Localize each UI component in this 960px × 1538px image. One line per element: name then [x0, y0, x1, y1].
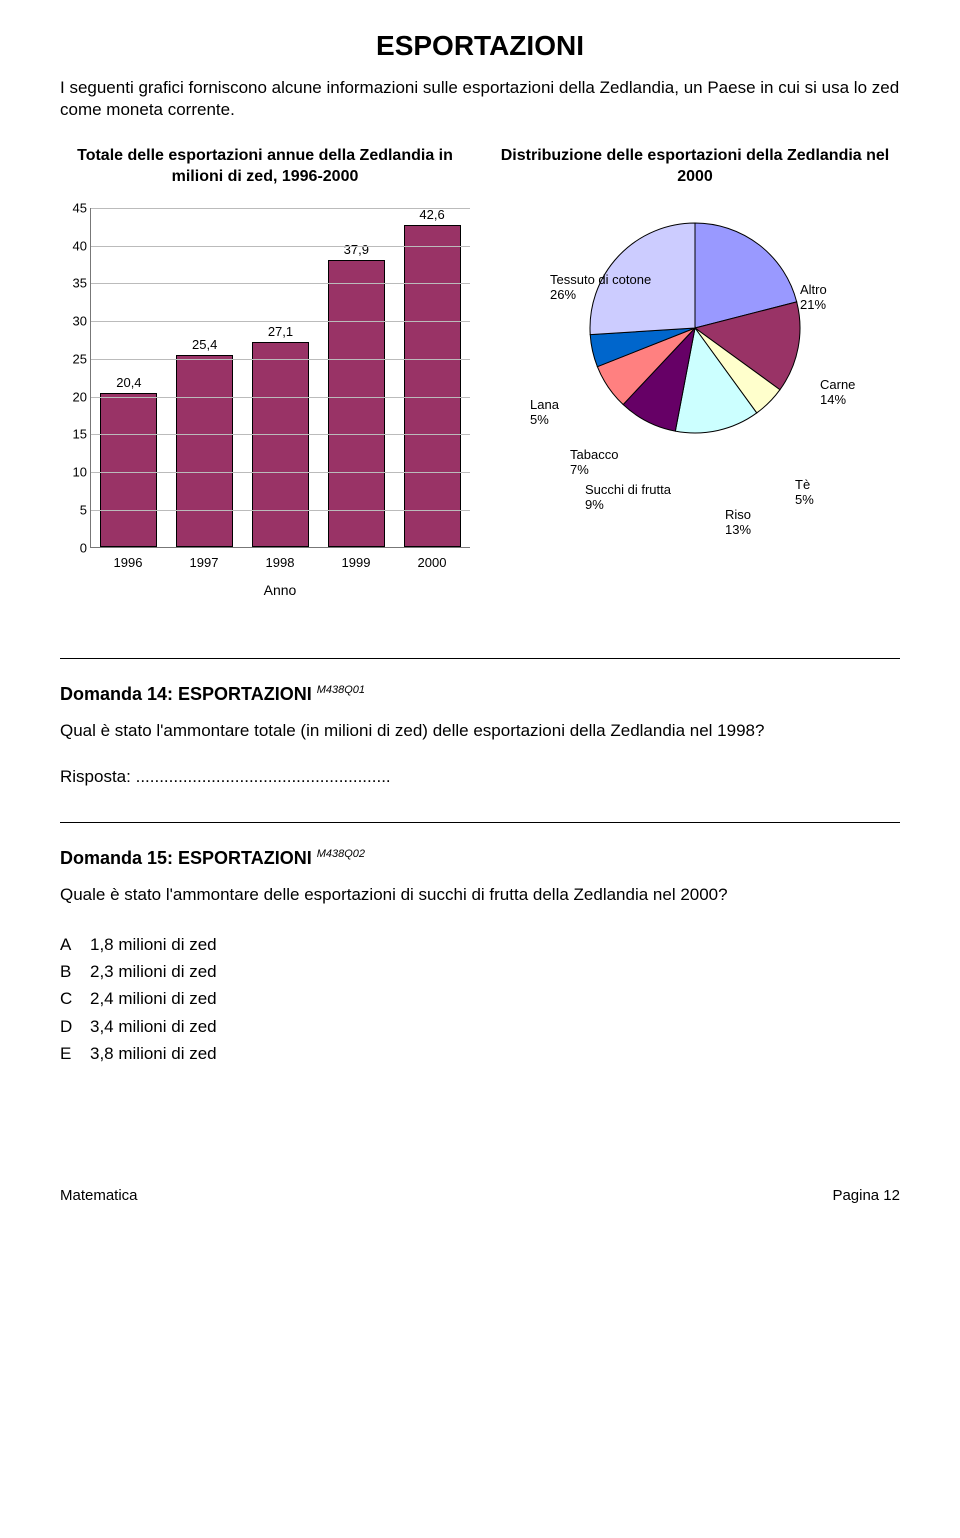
bar-x-tick-label: 1998	[252, 555, 309, 570]
bar-y-tick-label: 5	[63, 503, 87, 518]
pie-slice-label: Succhi di frutta9%	[585, 483, 671, 513]
bar-rect	[100, 393, 157, 547]
q14-code: M438Q01	[317, 684, 365, 696]
bar-gridline	[91, 434, 470, 435]
answer-option-letter: B	[60, 958, 90, 985]
q14-answer-line: Risposta: ..............................…	[60, 767, 900, 787]
answer-option-text: 2,3 milioni di zed	[90, 958, 217, 985]
q14-heading: Domanda 14: ESPORTAZIONI M438Q01	[60, 684, 900, 705]
page-footer: Matematica Pagina 12	[60, 1187, 900, 1204]
bars-container: 20,4 25,4 27,1 37,9 42,6	[91, 208, 470, 547]
bar-x-tick-label: 1996	[100, 555, 157, 570]
bar-gridline	[91, 246, 470, 247]
bar-x-tick-label: 1997	[176, 555, 233, 570]
divider	[60, 822, 900, 823]
bar-y-tick-label: 10	[63, 465, 87, 480]
answer-option: B2,3 milioni di zed	[60, 958, 900, 985]
bar-value-label: 25,4	[192, 337, 217, 352]
answer-option-letter: E	[60, 1040, 90, 1067]
bar-y-tick-label: 40	[63, 238, 87, 253]
bar-gridline	[91, 397, 470, 398]
answer-option: E3,8 milioni di zed	[60, 1040, 900, 1067]
q14-text: Qual è stato l'ammontare totale (in mili…	[60, 720, 900, 742]
bar-y-tick-label: 25	[63, 351, 87, 366]
bar-y-tick-label: 0	[63, 540, 87, 555]
bar-y-tick-label: 30	[63, 314, 87, 329]
page-title: ESPORTAZIONI	[60, 30, 900, 62]
bar-x-tick-label: 1999	[328, 555, 385, 570]
pie-slice-label: Tabacco7%	[570, 448, 618, 478]
bar-gridline	[91, 283, 470, 284]
bar-y-tick-label: 20	[63, 389, 87, 404]
pie-slice-label: Tè5%	[795, 478, 814, 508]
pie-svg	[585, 218, 805, 438]
answer-option-text: 3,4 milioni di zed	[90, 1013, 217, 1040]
answer-option-letter: C	[60, 985, 90, 1012]
bar: 25,4	[176, 337, 233, 547]
bar-value-label: 27,1	[268, 324, 293, 339]
pie-slice-label: Lana5%	[530, 398, 559, 428]
pie-chart: Altro21% Carne14% Tè5% Riso13% Succhi di fru…	[490, 218, 900, 618]
bar-x-tick-label: 2000	[404, 555, 461, 570]
bar-value-label: 42,6	[419, 207, 444, 222]
answer-option-text: 1,8 milioni di zed	[90, 931, 217, 958]
q15-heading-text: Domanda 15: ESPORTAZIONI	[60, 848, 312, 868]
answer-option-text: 2,4 milioni di zed	[90, 985, 217, 1012]
pie-slice-label: Altro21%	[800, 283, 827, 313]
bar-y-tick-label: 45	[63, 200, 87, 215]
divider	[60, 658, 900, 659]
q15-text: Quale è stato l'ammontare delle esportaz…	[60, 884, 900, 906]
q15-options: A1,8 milioni di zedB2,3 milioni di zedC2…	[60, 931, 900, 1067]
bar-gridline	[91, 472, 470, 473]
q14-heading-text: Domanda 14: ESPORTAZIONI	[60, 684, 312, 704]
pie-chart-title: Distribuzione delle esportazioni della Z…	[490, 146, 900, 188]
answer-option-letter: D	[60, 1013, 90, 1040]
q15-code: M438Q02	[317, 848, 365, 860]
charts-row: Totale delle esportazioni annue della Ze…	[60, 146, 900, 618]
bar-chart: 20,425,427,137,942,6 051015202530354045 …	[60, 208, 470, 608]
bar: 20,4	[100, 375, 157, 547]
answer-option-text: 3,8 milioni di zed	[90, 1040, 217, 1067]
bar-rect	[328, 260, 385, 546]
footer-right: Pagina 12	[832, 1187, 900, 1204]
q14-answer-dots: ........................................…	[136, 767, 391, 786]
bar-rect	[404, 225, 461, 547]
answer-option: D3,4 milioni di zed	[60, 1013, 900, 1040]
bar-x-axis-label: Anno	[90, 582, 470, 598]
intro-text: I seguenti grafici forniscono alcune inf…	[60, 77, 900, 121]
bar-x-labels: 1996 1997 1998 1999 2000	[90, 555, 470, 570]
bar-gridline	[91, 321, 470, 322]
q15-heading: Domanda 15: ESPORTAZIONI M438Q02	[60, 848, 900, 869]
bar-rect	[176, 355, 233, 547]
bar-chart-title: Totale delle esportazioni annue della Ze…	[60, 146, 470, 188]
footer-left: Matematica	[60, 1187, 138, 1204]
bar-y-tick-label: 35	[63, 276, 87, 291]
q14-answer-prefix: Risposta:	[60, 767, 136, 786]
bar-gridline	[91, 359, 470, 360]
pie-slice-label: Tessuto di cotone26%	[550, 273, 651, 303]
bar-rect	[252, 342, 309, 547]
bar: 42,6	[404, 207, 461, 547]
pie-slice-label: Riso13%	[725, 508, 751, 538]
bar-plot-area: 20,425,427,137,942,6 051015202530354045	[90, 208, 470, 548]
bar-gridline	[91, 208, 470, 209]
bar-y-tick-label: 15	[63, 427, 87, 442]
bar-chart-column: Totale delle esportazioni annue della Ze…	[60, 146, 470, 618]
bar-value-label: 20,4	[116, 375, 141, 390]
pie-chart-column: Distribuzione delle esportazioni della Z…	[490, 146, 900, 618]
answer-option: C2,4 milioni di zed	[60, 985, 900, 1012]
pie-slice-label: Carne14%	[820, 378, 855, 408]
bar-gridline	[91, 510, 470, 511]
answer-option-letter: A	[60, 931, 90, 958]
bar: 37,9	[328, 242, 385, 546]
answer-option: A1,8 milioni di zed	[60, 931, 900, 958]
